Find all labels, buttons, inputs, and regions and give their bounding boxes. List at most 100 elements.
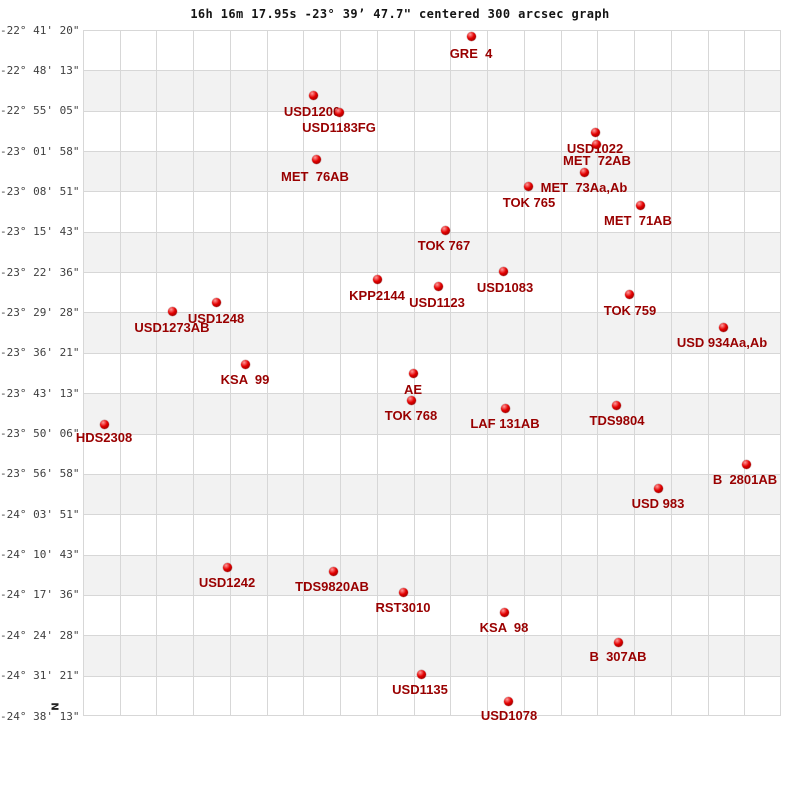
horizontal-gridline: [83, 474, 781, 475]
vertical-gridline: [524, 30, 525, 716]
data-point-label: LAF 131AB: [470, 416, 540, 431]
data-point-dot: [523, 181, 533, 191]
data-point-dot: [328, 566, 338, 576]
data-point-dot: [741, 459, 751, 469]
vertical-gridline: [487, 30, 488, 716]
data-point-dot: [99, 419, 109, 429]
data-point-dot: [167, 306, 177, 316]
vertical-gridline: [780, 30, 781, 716]
horizontal-gridline: [83, 272, 781, 273]
data-point-dot: [611, 400, 621, 410]
shaded-row-band: [83, 393, 781, 434]
y-axis-tick-label: -24° 24' 28": [0, 628, 80, 642]
data-point-dot: [466, 31, 476, 41]
data-point-dot: [211, 297, 221, 307]
horizontal-gridline: [83, 595, 781, 596]
vertical-gridline: [597, 30, 598, 716]
shaded-row-band: [83, 635, 781, 676]
data-point-label: USD1200: [283, 104, 341, 119]
vertical-gridline: [340, 30, 341, 716]
data-point-label: AE: [403, 382, 423, 397]
data-point-label: MET 72AB: [563, 153, 631, 168]
data-point-label: TDS9820AB: [295, 579, 369, 594]
data-point-label: USD1083: [476, 280, 534, 295]
horizontal-gridline: [83, 191, 781, 192]
data-point-dot: [579, 167, 589, 177]
data-point-label: MET 73Aa,Ab: [540, 180, 628, 195]
data-point-label: B 2801AB: [712, 472, 778, 487]
data-point-label: HDS2308: [75, 430, 133, 445]
horizontal-gridline: [83, 151, 781, 152]
horizontal-gridline: [83, 232, 781, 233]
horizontal-gridline: [83, 514, 781, 515]
data-point-label: USD1123: [409, 295, 465, 310]
horizontal-gridline: [83, 555, 781, 556]
data-point-dot: [240, 359, 250, 369]
y-axis-tick-label: -23° 08' 51": [0, 184, 80, 198]
data-point-label: RST3010: [375, 600, 431, 615]
data-point-dot: [433, 281, 443, 291]
horizontal-gridline: [83, 676, 781, 677]
shaded-row-band: [83, 554, 781, 595]
shaded-row-band: [83, 151, 781, 192]
data-point-label: KPP2144: [349, 288, 405, 303]
vertical-gridline: [377, 30, 378, 716]
vertical-gridline: [450, 30, 451, 716]
data-point-label: KSA 99: [220, 372, 270, 387]
y-axis-tick-label: -22° 41' 20": [0, 23, 80, 37]
horizontal-gridline: [83, 393, 781, 394]
horizontal-gridline: [83, 434, 781, 435]
data-point-dot: [372, 274, 382, 284]
y-axis-tick-label: -23° 01' 58": [0, 144, 80, 158]
data-point-dot: [408, 368, 418, 378]
data-point-dot: [591, 139, 601, 149]
data-point-label: USD 934Aa,Ab: [676, 335, 768, 350]
data-point-dot: [613, 637, 623, 647]
data-point-label: TOK 759: [603, 303, 657, 318]
data-point-dot: [718, 322, 728, 332]
data-point-label: TOK 767: [417, 238, 471, 253]
shaded-row-band: [83, 231, 781, 273]
data-point-dot: [222, 562, 232, 572]
y-axis-tick-label: -23° 43' 13": [0, 386, 80, 400]
data-point-dot: [500, 403, 510, 413]
data-point-dot: [311, 154, 321, 164]
data-point-dot: [416, 669, 426, 679]
y-axis-tick-label: -23° 29' 28": [0, 305, 80, 319]
y-axis-tick-label: -24° 10' 43": [0, 548, 80, 562]
y-axis-tick-label: -23° 36' 21": [0, 346, 80, 360]
data-point-label: KSA 98: [479, 620, 529, 635]
data-point-dot: [653, 483, 663, 493]
horizontal-gridline: [83, 353, 781, 354]
y-axis-tick-label: -23° 15' 43": [0, 225, 80, 239]
y-axis-tick-label: -23° 56' 58": [0, 467, 80, 481]
y-axis-tick-label: -24° 31' 21": [0, 669, 80, 683]
vertical-gridline: [193, 30, 194, 716]
vertical-gridline: [83, 30, 84, 716]
data-point-dot: [308, 90, 318, 100]
data-point-label: USD1248: [187, 311, 245, 326]
data-point-label: GRE 4: [449, 46, 493, 61]
horizontal-gridline: [83, 111, 781, 112]
data-point-label: USD1183FG: [302, 120, 376, 135]
data-point-dot: [498, 266, 508, 276]
horizontal-gridline: [83, 312, 781, 313]
y-axis-tick-label: -22° 48' 13": [0, 63, 80, 77]
horizontal-gridline: [83, 635, 781, 636]
y-axis-tick-label: -23° 22' 36": [0, 265, 80, 279]
vertical-gridline: [708, 30, 709, 716]
chart-title: 16h 16m 17.95s -23° 39’ 47.7" centered 3…: [190, 7, 610, 21]
data-point-dot: [624, 289, 634, 299]
horizontal-gridline: [83, 70, 781, 71]
vertical-gridline: [230, 30, 231, 716]
y-axis-tick-label: -22° 55' 05": [0, 104, 80, 118]
data-point-dot: [635, 200, 645, 210]
data-point-label: USD 983: [631, 496, 685, 511]
data-point-label: MET 71AB: [604, 213, 672, 228]
data-point-dot: [503, 696, 513, 706]
y-axis-tick-label: -24° 03' 51": [0, 507, 80, 521]
data-point-label: USD1135: [392, 682, 448, 697]
data-point-label: MET 76AB: [281, 169, 349, 184]
horizontal-gridline: [83, 715, 781, 716]
